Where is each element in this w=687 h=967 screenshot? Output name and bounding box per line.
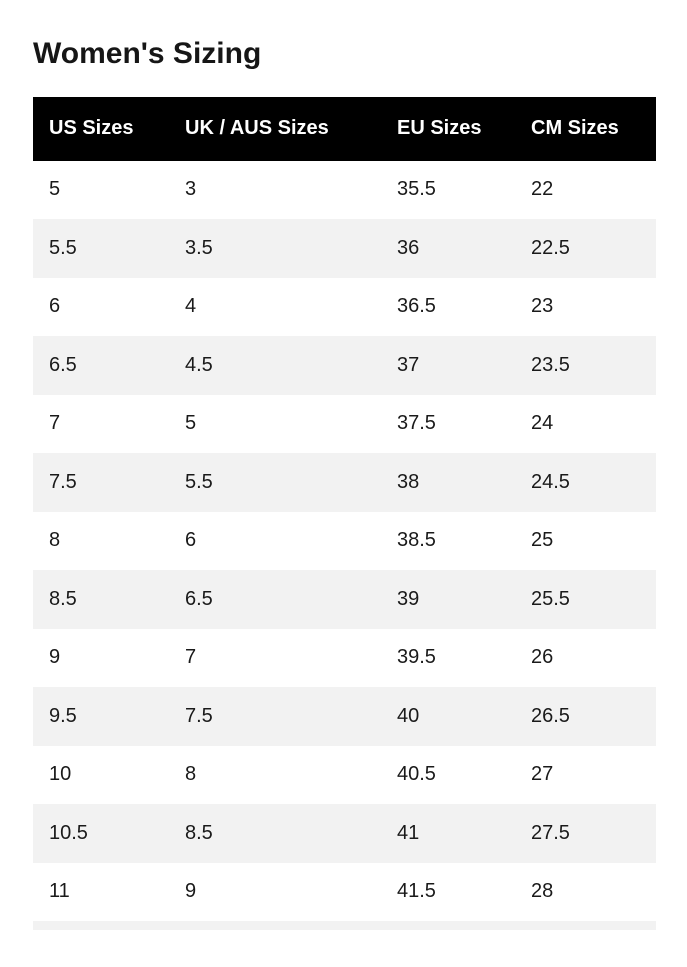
table-row: 10 8 40.5 27 xyxy=(33,745,656,804)
table-cell: 41.5 xyxy=(381,862,515,921)
table-cell: 38.5 xyxy=(381,511,515,570)
table-cell: 37 xyxy=(381,336,515,395)
table-cell: 22 xyxy=(515,160,656,219)
table-cell: 39.5 xyxy=(381,628,515,687)
table-row: 5.5 3.5 36 22.5 xyxy=(33,219,656,278)
column-header-cm-sizes: CM Sizes xyxy=(515,96,656,161)
table-cell: 3 xyxy=(169,160,381,219)
table-cell: 6 xyxy=(33,277,169,336)
column-header-us-sizes: US Sizes xyxy=(33,96,169,161)
table-row: 6.5 4.5 37 23.5 xyxy=(33,336,656,395)
table-cell: 8 xyxy=(33,511,169,570)
table-header-row: US Sizes UK / AUS Sizes EU Sizes CM Size… xyxy=(33,96,656,161)
table-cell: 36 xyxy=(381,219,515,278)
table-cell: 25 xyxy=(515,511,656,570)
table-cell: 9 xyxy=(169,862,381,921)
table-cell: 25.5 xyxy=(515,570,656,629)
table-row: 5 3 35.5 22 xyxy=(33,160,656,219)
table-row: 7.5 5.5 38 24.5 xyxy=(33,453,656,512)
table-cell: 10 xyxy=(33,745,169,804)
table-row: 9 7 39.5 26 xyxy=(33,628,656,687)
table-cell: 36.5 xyxy=(381,277,515,336)
table-cell: 6.5 xyxy=(33,336,169,395)
table-cell: 7.5 xyxy=(169,687,381,746)
table-cell: 28 xyxy=(515,862,656,921)
table-cell: 38 xyxy=(381,453,515,512)
table-cell: 5 xyxy=(169,394,381,453)
table-cell: 9.5 xyxy=(33,687,169,746)
table-cell: 24.5 xyxy=(515,453,656,512)
table-row: 6 4 36.5 23 xyxy=(33,277,656,336)
table-cell: 23 xyxy=(515,277,656,336)
table-cell: 23.5 xyxy=(515,336,656,395)
table-cell: 35.5 xyxy=(381,160,515,219)
table-cell: 7 xyxy=(33,394,169,453)
table-cell: 41 xyxy=(381,804,515,863)
table-row: 8 6 38.5 25 xyxy=(33,511,656,570)
column-header-eu-sizes: EU Sizes xyxy=(381,96,515,161)
table-header: US Sizes UK / AUS Sizes EU Sizes CM Size… xyxy=(33,96,656,161)
table-cell: 7.5 xyxy=(33,453,169,512)
table-cell: 5 xyxy=(33,160,169,219)
table-cell: 24 xyxy=(515,394,656,453)
table-cell: 8.5 xyxy=(33,570,169,629)
table-cell: 3.5 xyxy=(169,219,381,278)
partial-next-row xyxy=(33,921,656,930)
table-cell: 6.5 xyxy=(169,570,381,629)
table-cell: 5.5 xyxy=(33,219,169,278)
table-cell: 27 xyxy=(515,745,656,804)
table-cell: 8.5 xyxy=(169,804,381,863)
table-row: 7 5 37.5 24 xyxy=(33,394,656,453)
table-cell: 40 xyxy=(381,687,515,746)
table-cell: 9 xyxy=(33,628,169,687)
table-row: 9.5 7.5 40 26.5 xyxy=(33,687,656,746)
table-cell: 5.5 xyxy=(169,453,381,512)
table-cell: 4 xyxy=(169,277,381,336)
table-cell: 10.5 xyxy=(33,804,169,863)
table-body: 5 3 35.5 22 5.5 3.5 36 22.5 6 4 36.5 23 6.5 4.5 37 23.5… xyxy=(33,160,656,921)
table-cell: 37.5 xyxy=(381,394,515,453)
table-cell: 27.5 xyxy=(515,804,656,863)
table-cell: 6 xyxy=(169,511,381,570)
table-cell: 7 xyxy=(169,628,381,687)
table-row: 11 9 41.5 28 xyxy=(33,862,656,921)
column-header-uk-aus-sizes: UK / AUS Sizes xyxy=(169,96,381,161)
sizing-table: US Sizes UK / AUS Sizes EU Sizes CM Size… xyxy=(33,96,656,921)
table-row: 8.5 6.5 39 25.5 xyxy=(33,570,656,629)
page-title: Women's Sizing xyxy=(33,37,262,70)
table-cell: 22.5 xyxy=(515,219,656,278)
table-cell: 4.5 xyxy=(169,336,381,395)
sizing-section: Women's Sizing US Sizes UK / AUS Sizes E… xyxy=(33,37,656,930)
table-cell: 11 xyxy=(33,862,169,921)
table-cell: 8 xyxy=(169,745,381,804)
table-cell: 40.5 xyxy=(381,745,515,804)
table-row: 10.5 8.5 41 27.5 xyxy=(33,804,656,863)
table-cell: 39 xyxy=(381,570,515,629)
table-cell: 26.5 xyxy=(515,687,656,746)
table-cell: 26 xyxy=(515,628,656,687)
